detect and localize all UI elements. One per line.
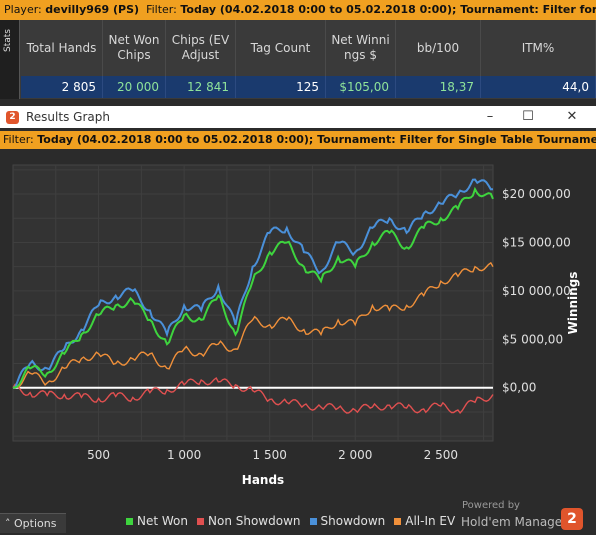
window-titlebar: 2 Results Graph – ☐ ✕ [0, 106, 596, 128]
x-tick-label: 1 500 [253, 448, 287, 462]
player-value[interactable]: devilly969 (PS) [45, 3, 140, 16]
x-axis-label: Hands [242, 473, 284, 487]
options-button[interactable]: ˄ Options [0, 513, 66, 533]
legend-label: Showdown [320, 514, 386, 528]
stats-side-tab[interactable]: Stats [0, 20, 20, 99]
cell-bb100: 18,37 [396, 76, 481, 98]
header-tag-count[interactable]: Tag Count [236, 20, 326, 76]
powered-by-text: Powered by [462, 500, 520, 511]
cell-net-winnings: $105,00 [326, 76, 396, 98]
legend-label: Non Showdown [208, 514, 301, 528]
y-tick-label: $10 000,00 [502, 284, 571, 298]
cell-tag-count: 125 [236, 76, 326, 98]
stats-data-row[interactable]: 2 805 20 000 12 841 125 $105,00 18,37 44… [21, 76, 596, 98]
stats-panel: Stats Total Hands Net Won Chips Chips (E… [0, 20, 596, 99]
y-axis-label: Winnings [566, 272, 580, 335]
player-label: Player: [4, 3, 42, 16]
stats-header-row: Total Hands Net Won Chips Chips (EV Adju… [21, 20, 596, 76]
filter-value[interactable]: Today (04.02.2018 0:00 to 05.02.2018 0:0… [180, 3, 596, 16]
x-tick-label: 500 [87, 448, 110, 462]
legend-item[interactable]: Non Showdown [197, 514, 301, 528]
y-tick-label: $5 000,00 [502, 332, 563, 346]
results-chart[interactable]: 500 1 000 1 500 2 000 2 500 $0,00 $5 000,00 $10… [0, 149, 596, 510]
y-tick-label: $15 000,00 [502, 235, 571, 249]
series-line-non-showdown [12, 376, 494, 414]
cell-chips-ev: 12 841 [166, 76, 236, 98]
x-tick-label: 1 000 [167, 448, 201, 462]
app-logo-icon: 2 [6, 111, 19, 124]
series-line-showdown [12, 178, 494, 389]
legend-label: All-In EV [405, 514, 456, 528]
window-title: Results Graph [26, 110, 110, 124]
cell-total-hands: 2 805 [21, 76, 103, 98]
header-chips-ev[interactable]: Chips (EV Adjust [166, 20, 236, 76]
brand-logo-icon: 2 [561, 508, 583, 530]
legend-item[interactable]: Net Won [126, 514, 188, 528]
header-net-won-chips[interactable]: Net Won Chips [103, 20, 166, 76]
maximize-button[interactable]: ☐ [522, 109, 534, 124]
legend-swatch-icon [126, 518, 133, 525]
bottom-bar: ˄ Options Net Won Non Showdown Showdown All… [0, 510, 596, 535]
header-bb100[interactable]: bb/100 [396, 20, 481, 76]
filter-label: Filter: [146, 3, 177, 16]
top-filter-bar: Player: devilly969 (PS) Filter: Today (0… [0, 0, 596, 20]
legend-swatch-icon [197, 518, 204, 525]
header-total-hands[interactable]: Total Hands [21, 20, 103, 76]
legend-swatch-icon [309, 518, 317, 525]
graph-filter-bar: Filter: Today (04.02.2018 0:00 to 05.02.… [0, 131, 596, 149]
x-tick-label: 2 000 [338, 448, 372, 462]
legend-item[interactable]: All-In EV [394, 514, 455, 528]
close-button[interactable]: ✕ [566, 109, 578, 124]
graph-filter-value[interactable]: Today (04.02.2018 0:00 to 05.02.2018 0:0… [37, 133, 596, 146]
results-graph-area: 500 1 000 1 500 2 000 2 500 $0,00 $5 000,00 $10… [0, 149, 596, 535]
x-tick-label: 2 500 [424, 448, 458, 462]
brand-name: Hold'em Manager [461, 515, 568, 529]
chart-legend: Net Won Non Showdown Showdown All-In EV [126, 514, 464, 528]
legend-item[interactable]: Showdown [309, 514, 386, 528]
series-line-net-won [12, 186, 494, 389]
header-itm[interactable]: ITM% [481, 20, 596, 76]
cell-itm: 44,0 [481, 76, 596, 98]
series-line-all-in-ev [12, 261, 494, 389]
plot-background [12, 164, 494, 442]
graph-filter-label: Filter: [3, 133, 34, 146]
stats-side-label: Stats [3, 29, 13, 52]
header-net-winnings[interactable]: Net Winni ngs $ [326, 20, 396, 76]
chevron-up-icon: ˄ [5, 517, 11, 530]
legend-swatch-icon [394, 518, 402, 525]
y-tick-label: $0,00 [502, 381, 536, 395]
y-tick-label: $20 000,00 [502, 187, 571, 201]
cell-net-won-chips: 20 000 [103, 76, 166, 98]
legend-label: Net Won [137, 514, 188, 528]
options-label: Options [14, 517, 57, 530]
minimize-button[interactable]: – [486, 109, 494, 124]
